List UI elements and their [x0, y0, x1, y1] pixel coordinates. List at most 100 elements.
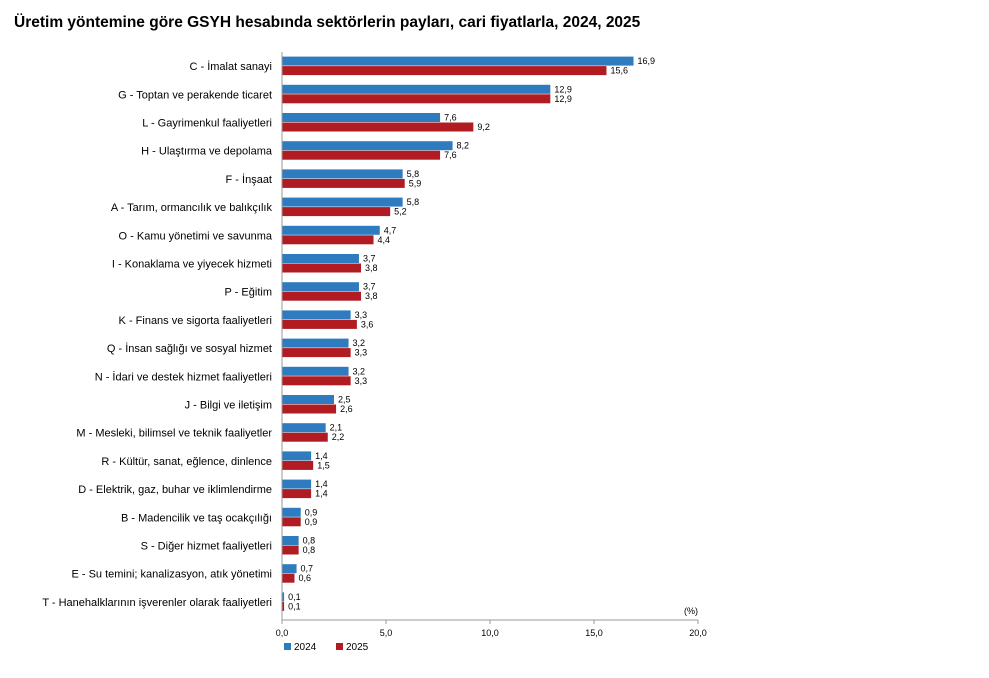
- data-label-2025: 7,6: [444, 150, 457, 160]
- legend-label-2025: 2025: [346, 642, 369, 653]
- bar-2024: [282, 225, 380, 235]
- chart-title: Üretim yöntemine göre GSYH hesabında sek…: [14, 14, 641, 31]
- bar-2025: [282, 150, 441, 160]
- data-label-2024: 5,8: [407, 169, 420, 179]
- data-label-2025: 5,9: [409, 178, 422, 188]
- legend-swatch-2025: [336, 643, 343, 650]
- data-label-2025: 12,9: [554, 94, 572, 104]
- data-label-2024: 3,2: [353, 338, 366, 348]
- category-label: N - İdari ve destek hizmet faaliyetleri: [95, 370, 272, 383]
- category-label: P - Eğitim: [225, 287, 272, 299]
- data-label-2024: 3,3: [355, 310, 368, 320]
- bar-2024: [282, 564, 297, 574]
- data-label-2025: 3,3: [355, 348, 368, 358]
- data-label-2025: 5,2: [394, 207, 407, 217]
- data-label-2025: 0,9: [305, 517, 318, 527]
- category-label: O - Kamu yönetimi ve savunma: [119, 230, 273, 242]
- bar-2025: [282, 235, 374, 245]
- bar-2024: [282, 197, 403, 207]
- category-label: K - Finans ve sigorta faaliyetleri: [119, 315, 272, 327]
- legend-label-2024: 2024: [294, 642, 317, 653]
- data-label-2024: 1,4: [315, 451, 328, 461]
- bar-2025: [282, 94, 551, 104]
- category-label: G - Toptan ve perakende ticaret: [118, 89, 272, 101]
- data-label-2024: 7,6: [444, 113, 457, 123]
- data-label-2024: 2,5: [338, 395, 351, 405]
- data-label-2024: 3,2: [353, 366, 366, 376]
- data-label-2025: 15,6: [610, 66, 628, 76]
- bar-2024: [282, 56, 634, 66]
- data-label-2025: 0,1: [288, 601, 301, 611]
- bar-2024: [282, 282, 359, 292]
- data-label-2025: 3,8: [365, 263, 378, 273]
- bar-2025: [282, 573, 295, 583]
- bar-2024: [282, 423, 326, 433]
- category-label: L - Gayrimenkul faaliyetleri: [142, 118, 272, 130]
- category-label: I - Konaklama ve yiyecek hizmeti: [112, 259, 272, 271]
- data-label-2024: 0,8: [303, 536, 316, 546]
- x-tick-label: 0,0: [276, 628, 289, 638]
- data-label-2024: 3,7: [363, 254, 376, 264]
- x-tick-label: 15,0: [585, 628, 603, 638]
- data-label-2024: 1,4: [315, 479, 328, 489]
- unit-label: (%): [684, 606, 698, 616]
- x-tick-label: 20,0: [689, 628, 707, 638]
- category-label: J - Bilgi ve iletişim: [185, 400, 272, 412]
- bar-2024: [282, 479, 312, 489]
- data-label-2025: 0,8: [303, 545, 316, 555]
- bar-2025: [282, 545, 299, 555]
- category-label: B - Madencilik ve taş ocakçılığı: [121, 512, 272, 524]
- legend-swatch-2024: [284, 643, 291, 650]
- bar-2025: [282, 348, 351, 358]
- bar-2025: [282, 376, 351, 386]
- data-label-2025: 2,2: [332, 432, 345, 442]
- category-label: Q - İnsan sağlığı ve sosyal hizmet: [107, 342, 272, 355]
- data-label-2025: 3,3: [355, 376, 368, 386]
- category-label: R - Kültür, sanat, eğlence, dinlence: [101, 456, 272, 468]
- data-label-2024: 8,2: [457, 141, 470, 151]
- bar-2024: [282, 254, 359, 263]
- bar-2024: [282, 113, 441, 122]
- bar-2024: [282, 310, 351, 320]
- data-label-2024: 0,7: [301, 564, 314, 574]
- data-label-2024: 3,7: [363, 282, 376, 292]
- bar-2025: [282, 207, 391, 217]
- x-tick-label: 10,0: [481, 628, 499, 638]
- category-label: D - Elektrik, gaz, buhar ve iklimlendirm…: [78, 484, 272, 496]
- bar-2025: [282, 122, 474, 132]
- data-label-2025: 9,2: [477, 122, 490, 132]
- bar-2025: [282, 291, 362, 301]
- bar-2024: [282, 366, 349, 376]
- category-label: A - Tarım, ormancılık ve balıkçılık: [111, 202, 273, 214]
- bar-2025: [282, 319, 357, 329]
- data-label-2024: 0,9: [305, 507, 318, 517]
- bar-2025: [282, 432, 328, 442]
- data-label-2024: 2,1: [330, 423, 343, 433]
- data-label-2024: 0,1: [288, 592, 301, 602]
- bar-2025: [282, 601, 285, 611]
- bar-2024: [282, 451, 312, 461]
- data-label-2024: 4,7: [384, 225, 397, 235]
- bar-2024: [282, 536, 299, 545]
- bar-2025: [282, 460, 314, 470]
- data-label-2025: 4,4: [378, 235, 391, 245]
- bar-2024: [282, 507, 301, 517]
- bar-2025: [282, 263, 362, 273]
- category-label: E - Su temini; kanalizasyon, atık yöneti…: [71, 569, 272, 581]
- bar-2024: [282, 141, 453, 151]
- data-label-2025: 3,8: [365, 291, 378, 301]
- bar-2025: [282, 489, 312, 499]
- category-label: F - İnşaat: [226, 173, 272, 186]
- x-tick-label: 5,0: [380, 628, 393, 638]
- data-label-2025: 1,5: [317, 460, 330, 470]
- data-label-2024: 5,8: [407, 197, 420, 207]
- category-label: T - Hanehalklarının işverenler olarak fa…: [42, 597, 272, 609]
- data-label-2025: 3,6: [361, 319, 374, 329]
- bar-2025: [282, 66, 607, 76]
- data-label-2025: 1,4: [315, 489, 328, 499]
- bar-2024: [282, 592, 285, 602]
- bar-2025: [282, 404, 337, 414]
- category-label: H - Ulaştırma ve depolama: [141, 146, 273, 158]
- bar-2024: [282, 169, 403, 179]
